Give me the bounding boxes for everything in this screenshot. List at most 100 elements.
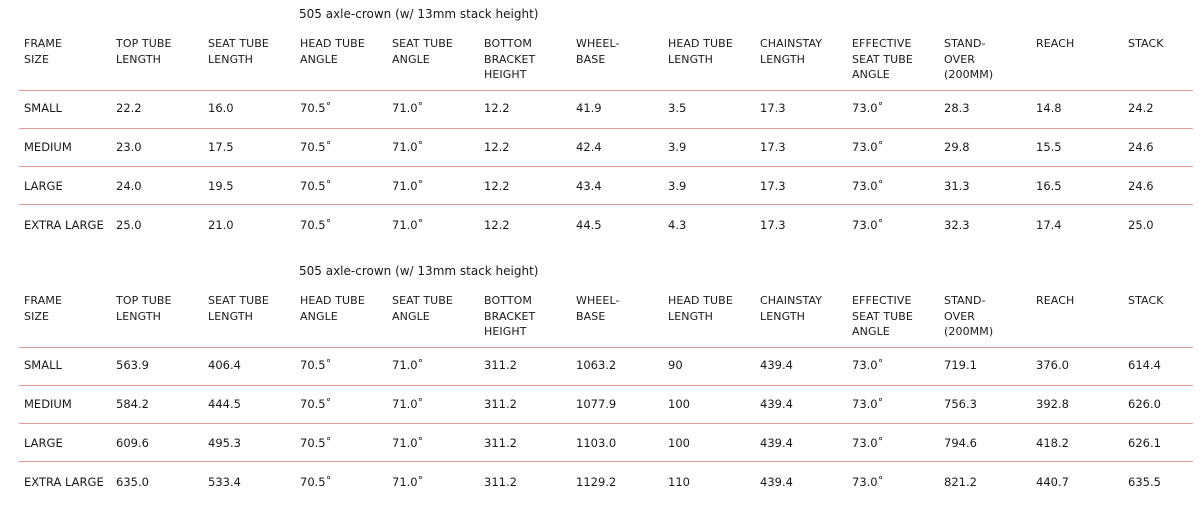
column-header-line: BASE: [576, 309, 606, 323]
table-cell: 1129.2: [576, 475, 617, 489]
row-divider: [19, 423, 1193, 424]
table-cell: 73.0˚: [852, 397, 884, 411]
row-divider: [19, 90, 1193, 91]
column-header: BOTTOM BRACKET HEIGHT: [484, 36, 535, 83]
table-cell: 495.3: [208, 436, 241, 450]
table-cell: 21.0: [208, 218, 234, 232]
column-header: CHAINSTAY LENGTH: [760, 293, 822, 324]
table-cell: 440.7: [1036, 475, 1069, 489]
table-cell: 626.1: [1128, 436, 1161, 450]
column-header-line: ANGLE: [852, 68, 890, 81]
column-header-line: SEAT TUBE: [392, 294, 453, 307]
column-header: REACH: [1036, 293, 1074, 309]
table-cell: 42.4: [576, 140, 602, 154]
table-cell: 17.3: [760, 140, 786, 154]
column-header-line: REACH: [1036, 294, 1075, 307]
column-header-line: ANGLE: [392, 309, 430, 323]
column-header-line: HEIGHT: [484, 68, 527, 81]
column-header-line: LENGTH: [760, 52, 806, 66]
frame-size-cell: SMALL: [24, 358, 62, 372]
frame-size-cell: LARGE: [24, 436, 63, 450]
table-cell: 1063.2: [576, 358, 617, 372]
table-cell: 73.0˚: [852, 179, 884, 193]
column-header-line: CHAINSTAY: [760, 37, 823, 50]
column-header-line: SEAT TUBE: [208, 37, 269, 50]
column-header: TOP TUBE LENGTH: [116, 36, 172, 67]
table-cell: 444.5: [208, 397, 241, 411]
column-header: FRAME SIZE: [24, 293, 62, 324]
column-header: EFFECTIVE SEAT TUBE ANGLE: [852, 36, 913, 83]
table-cell: 73.0˚: [852, 436, 884, 450]
table-cell: 70.5˚: [300, 436, 332, 450]
column-header-line: (200mm): [944, 325, 994, 338]
column-header-line: LENGTH: [668, 309, 714, 323]
table-cell: 43.4: [576, 179, 602, 193]
column-header-line: BASE: [576, 52, 606, 66]
table-cell: 3.5: [668, 101, 687, 115]
table-cell: 25.0: [116, 218, 142, 232]
column-header-line: ANGLE: [392, 52, 430, 66]
table-cell: 439.4: [760, 475, 793, 489]
table-cell: 719.1: [944, 358, 977, 372]
frame-size-cell: EXTRA LARGE: [24, 475, 104, 489]
table-cell: 17.5: [208, 140, 234, 154]
column-header-line: OVER: [944, 52, 975, 66]
table-cell: 392.8: [1036, 397, 1069, 411]
table-cell: 73.0˚: [852, 218, 884, 232]
column-header-line: BRACKET: [484, 309, 536, 323]
table-cell: 25.0: [1128, 218, 1154, 232]
table-cell: 439.4: [760, 358, 793, 372]
table-cell: 3.9: [668, 140, 687, 154]
column-header: TOP TUBE LENGTH: [116, 293, 172, 324]
frame-size-cell: EXTRA LARGE: [24, 218, 104, 232]
column-header-line: SIZE: [24, 52, 50, 66]
table-cell: 24.0: [116, 179, 142, 193]
table-cell: 4.3: [668, 218, 687, 232]
table-cell: 17.3: [760, 101, 786, 115]
table-cell: 12.2: [484, 101, 510, 115]
column-header: SEAT TUBE ANGLE: [392, 293, 453, 324]
table-cell: 71.0˚: [392, 358, 424, 372]
column-header: STACK: [1128, 36, 1164, 52]
table-cell: 71.0˚: [392, 475, 424, 489]
frame-size-cell: MEDIUM: [24, 397, 72, 411]
table-cell: 70.5˚: [300, 101, 332, 115]
table-cell: 71.0˚: [392, 397, 424, 411]
table-cell: 12.2: [484, 218, 510, 232]
column-header: WHEEL- BASE: [576, 36, 620, 67]
table-cell: 70.5˚: [300, 218, 332, 232]
table-cell: 756.3: [944, 397, 977, 411]
column-header-line: (200mm): [944, 68, 994, 81]
table-cell: 12.2: [484, 140, 510, 154]
table-cell: 311.2: [484, 436, 517, 450]
column-header-line: STAND-: [944, 37, 986, 50]
column-header: SEAT TUBE LENGTH: [208, 293, 269, 324]
table-cell: 376.0: [1036, 358, 1069, 372]
table-cell: 22.2: [116, 101, 142, 115]
table-cell: 28.3: [944, 101, 970, 115]
column-header-line: STACK: [1128, 37, 1164, 50]
table-cell: 41.9: [576, 101, 602, 115]
table-cell: 73.0˚: [852, 475, 884, 489]
column-header-line: BRACKET: [484, 52, 536, 66]
table-cell: 24.2: [1128, 101, 1154, 115]
column-header-line: WHEEL-: [576, 294, 620, 307]
table-cell: 70.5˚: [300, 179, 332, 193]
table-cell: 70.5˚: [300, 397, 332, 411]
table-caption: 505 axle-crown (w/ 13mm stack height): [299, 7, 539, 21]
column-header: HEAD TUBE ANGLE: [300, 36, 365, 67]
column-header-line: TOP TUBE: [116, 37, 172, 50]
row-divider: [19, 128, 1193, 129]
column-header-line: LENGTH: [116, 309, 162, 323]
column-header-line: ANGLE: [300, 309, 338, 323]
table-cell: 16.0: [208, 101, 234, 115]
column-header-line: SEAT TUBE: [852, 309, 913, 323]
table-cell: 17.3: [760, 218, 786, 232]
table-cell: 418.2: [1036, 436, 1069, 450]
column-header-line: SEAT TUBE: [208, 294, 269, 307]
table-cell: 32.3: [944, 218, 970, 232]
table-cell: 609.6: [116, 436, 149, 450]
column-header: FRAME SIZE: [24, 36, 62, 67]
table-cell: 17.3: [760, 179, 786, 193]
table-cell: 70.5˚: [300, 358, 332, 372]
